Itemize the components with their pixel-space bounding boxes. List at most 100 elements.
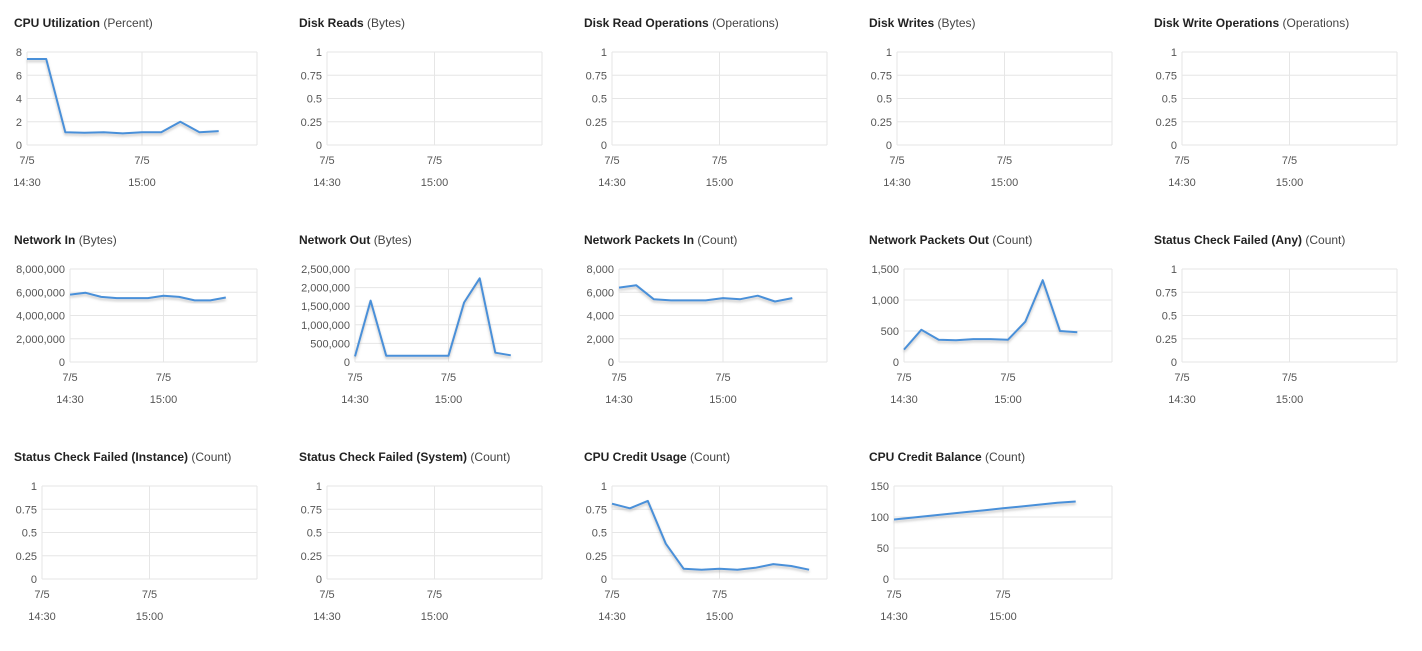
x-tick-date: 7/5	[142, 589, 157, 601]
x-tick-date: 7/5	[427, 155, 442, 167]
y-tick-label: 0.25	[871, 117, 892, 129]
y-tick-label: 1,500	[871, 264, 899, 276]
x-tick-time: 15:00	[150, 394, 178, 406]
x-tick-time: 14:30	[313, 611, 341, 623]
y-tick-label: 1	[31, 481, 37, 493]
y-tick-label: 0	[16, 140, 22, 152]
y-tick-label: 0	[883, 574, 889, 586]
x-tick-date: 7/5	[1000, 372, 1015, 384]
y-tick-label: 0	[608, 357, 614, 369]
x-tick-time: 15:00	[421, 177, 449, 189]
y-tick-label: 1	[1171, 264, 1177, 276]
series-line[interactable]	[612, 501, 809, 570]
y-tick-label: 0.5	[592, 528, 607, 540]
x-tick-time: 14:30	[880, 611, 908, 623]
x-tick-time: 15:00	[709, 394, 737, 406]
x-tick-time: 14:30	[13, 177, 41, 189]
x-tick-date: 7/5	[611, 372, 626, 384]
x-tick-date: 7/5	[319, 155, 334, 167]
y-tick-label: 0	[316, 140, 322, 152]
series-line[interactable]	[70, 293, 226, 301]
x-tick-time: 14:30	[1168, 177, 1196, 189]
y-tick-label: 100	[871, 512, 889, 524]
y-tick-label: 2,500,000	[301, 264, 350, 276]
x-tick-time: 14:30	[313, 177, 341, 189]
x-tick-time: 14:30	[56, 394, 84, 406]
line-chart: 0500,0001,000,0001,500,0002,000,0002,500…	[299, 217, 584, 434]
y-tick-label: 0.5	[877, 94, 892, 106]
series-line[interactable]	[619, 285, 792, 301]
x-tick-time: 15:00	[706, 177, 734, 189]
y-tick-label: 0.75	[301, 504, 322, 516]
y-tick-label: 500,000	[310, 338, 350, 350]
y-tick-label: 0.5	[22, 528, 37, 540]
x-tick-time: 15:00	[136, 611, 164, 623]
y-tick-label: 6	[16, 70, 22, 82]
y-tick-label: 0.75	[1156, 70, 1177, 82]
y-tick-label: 0.75	[301, 70, 322, 82]
series-line[interactable]	[904, 280, 1077, 349]
x-tick-time: 15:00	[128, 177, 156, 189]
x-tick-time: 15:00	[1276, 177, 1304, 189]
x-tick-date: 7/5	[347, 372, 362, 384]
x-tick-date: 7/5	[715, 372, 730, 384]
y-tick-label: 0.25	[1156, 334, 1177, 346]
y-tick-label: 0.75	[586, 504, 607, 516]
y-tick-label: 0	[1171, 357, 1177, 369]
y-tick-label: 8	[16, 47, 22, 59]
x-tick-time: 15:00	[989, 611, 1017, 623]
x-tick-time: 14:30	[598, 611, 626, 623]
y-tick-label: 0.25	[16, 551, 37, 563]
x-tick-time: 15:00	[1276, 394, 1304, 406]
y-tick-label: 0.75	[871, 70, 892, 82]
series-line[interactable]	[355, 278, 511, 356]
x-tick-date: 7/5	[1282, 155, 1297, 167]
y-tick-label: 0.25	[1156, 117, 1177, 129]
x-tick-date: 7/5	[712, 155, 727, 167]
y-tick-label: 0	[601, 140, 607, 152]
y-tick-label: 1	[316, 47, 322, 59]
x-tick-date: 7/5	[319, 589, 334, 601]
y-tick-label: 6,000	[586, 287, 614, 299]
x-tick-date: 7/5	[34, 589, 49, 601]
x-tick-time: 15:00	[994, 394, 1022, 406]
y-tick-label: 0.25	[301, 551, 322, 563]
y-tick-label: 1	[601, 481, 607, 493]
x-tick-date: 7/5	[62, 372, 77, 384]
y-tick-label: 150	[871, 481, 889, 493]
x-tick-time: 14:30	[890, 394, 918, 406]
y-tick-label: 500	[881, 326, 899, 338]
x-tick-date: 7/5	[427, 589, 442, 601]
x-tick-date: 7/5	[889, 155, 904, 167]
y-tick-label: 0.25	[301, 117, 322, 129]
x-tick-time: 14:30	[341, 394, 369, 406]
x-tick-time: 15:00	[991, 177, 1019, 189]
y-tick-label: 2	[16, 117, 22, 129]
y-tick-label: 0.75	[586, 70, 607, 82]
y-tick-label: 2,000,000	[301, 283, 350, 295]
x-tick-time: 14:30	[883, 177, 911, 189]
x-tick-date: 7/5	[995, 589, 1010, 601]
x-tick-date: 7/5	[712, 589, 727, 601]
